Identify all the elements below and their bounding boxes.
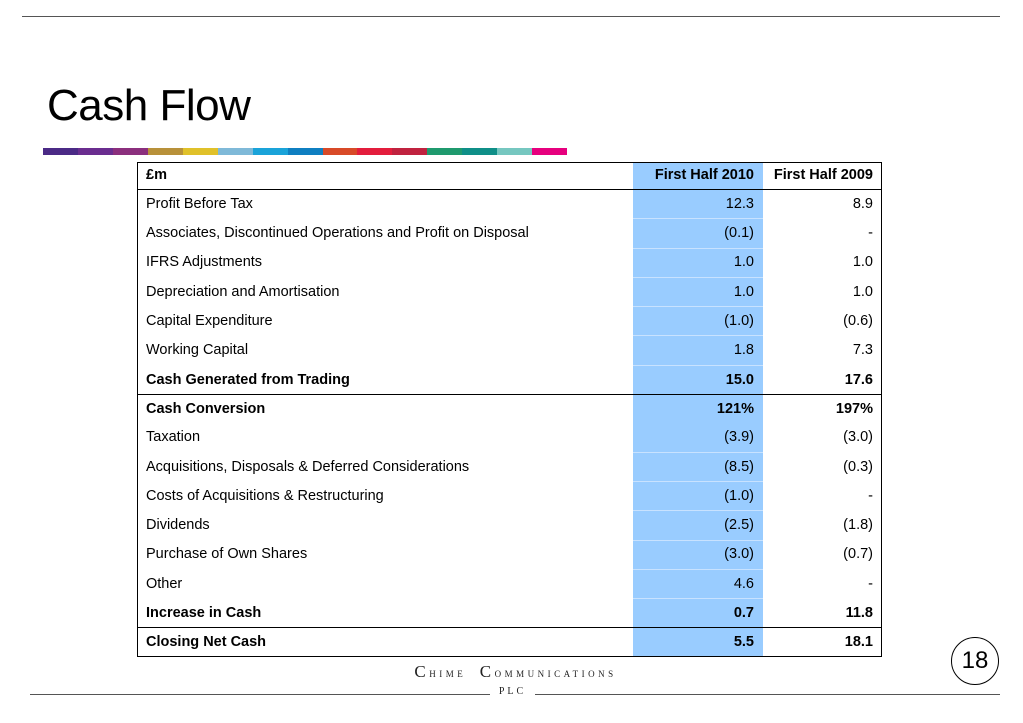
wordmark-text: hime: [429, 665, 467, 680]
row-label: Depreciation and Amortisation: [137, 277, 633, 308]
header-first-half-2010: First Half 2010: [633, 162, 763, 190]
color-stripe-segment: [77, 148, 113, 155]
row-label: Acquisitions, Disposals & Deferred Consi…: [137, 452, 633, 482]
color-stripe-segment: [252, 148, 288, 155]
color-stripe-segment: [287, 148, 323, 155]
footer-divider-right: [535, 694, 1000, 695]
wordmark-initial: C: [479, 662, 495, 681]
row-value-2009: (0.6): [763, 306, 882, 337]
table-row: Working Capital 1.8 7.3: [137, 335, 882, 366]
row-value-2010: (8.5): [633, 452, 763, 482]
row-value-2009: -: [763, 218, 882, 249]
header-first-half-2009: First Half 2009: [763, 162, 882, 190]
row-label: Associates, Discontinued Operations and …: [137, 218, 633, 249]
row-value-2009: 18.1: [763, 627, 882, 657]
header-currency-label: £m: [137, 162, 633, 190]
color-stripe-segment: [532, 148, 568, 155]
table-row: Purchase of Own Shares (3.0) (0.7): [137, 540, 882, 570]
color-stripe-segment: [357, 148, 393, 155]
row-label: Cash Conversion: [137, 394, 633, 424]
row-value-2010: (1.0): [633, 306, 763, 337]
row-value-2010: (2.5): [633, 510, 763, 541]
table-row: Depreciation and Amortisation 1.0 1.0: [137, 277, 882, 308]
row-label: Costs of Acquisitions & Restructuring: [137, 481, 633, 512]
row-value-2009: (0.3): [763, 452, 882, 482]
row-label: Dividends: [137, 510, 633, 541]
table-row: Profit Before Tax 12.3 8.9: [137, 189, 882, 220]
color-stripe-segment: [392, 148, 428, 155]
row-value-2010: (1.0): [633, 481, 763, 512]
table-row: Costs of Acquisitions & Restructuring (1…: [137, 481, 882, 512]
row-label: Other: [137, 569, 633, 600]
table-row: Acquisitions, Disposals & Deferred Consi…: [137, 452, 882, 482]
row-value-2010: 1.0: [633, 248, 763, 278]
wordmark-initial: C: [414, 662, 430, 681]
row-label: IFRS Adjustments: [137, 248, 633, 278]
row-value-2009: (3.0): [763, 423, 882, 453]
row-value-2010: 4.6: [633, 569, 763, 600]
row-value-2009: -: [763, 481, 882, 512]
color-stripe-segment: [322, 148, 358, 155]
table-row: Associates, Discontinued Operations and …: [137, 218, 882, 249]
color-stripe-segment: [427, 148, 463, 155]
table-row: Taxation (3.9) (3.0): [137, 423, 882, 453]
table-subtotal-row: Cash Generated from Trading 15.0 17.6: [137, 364, 882, 395]
table-total-row: Closing Net Cash 5.5 18.1: [137, 627, 882, 657]
row-value-2010: (3.9): [633, 423, 763, 453]
table-row: Dividends (2.5) (1.8): [137, 510, 882, 541]
row-value-2009: 8.9: [763, 189, 882, 220]
table-total-row: Increase in Cash 0.7 11.8: [137, 598, 882, 628]
row-label: Profit Before Tax: [137, 189, 633, 220]
footer-divider-left: [30, 694, 490, 695]
row-label: Working Capital: [137, 335, 633, 366]
row-value-2009: -: [763, 569, 882, 600]
row-value-2010: 12.3: [633, 189, 763, 220]
color-stripe-segment: [497, 148, 533, 155]
wordmark-text: ommunications: [494, 665, 617, 680]
row-value-2010: (0.1): [633, 218, 763, 249]
row-value-2009: (1.8): [763, 510, 882, 541]
row-label: Purchase of Own Shares: [137, 540, 633, 570]
color-stripe-segment: [217, 148, 253, 155]
row-value-2009: 1.0: [763, 248, 882, 278]
row-label: Taxation: [137, 423, 633, 453]
row-value-2010: 5.5: [633, 627, 763, 657]
cash-flow-table: £m First Half 2010 First Half 2009 Profi…: [137, 162, 882, 657]
row-value-2009: 11.8: [763, 598, 882, 628]
table-row: Other 4.6 -: [137, 569, 882, 600]
color-stripe-bar: [43, 148, 568, 155]
table-row: Capital Expenditure (1.0) (0.6): [137, 306, 882, 337]
row-label: Capital Expenditure: [137, 306, 633, 337]
row-value-2010: 0.7: [633, 598, 763, 628]
row-label: Closing Net Cash: [137, 627, 633, 657]
color-stripe-segment: [112, 148, 148, 155]
color-stripe-segment: [147, 148, 183, 155]
row-label: Cash Generated from Trading: [137, 364, 633, 395]
row-value-2010: 1.0: [633, 277, 763, 308]
slide-title: Cash Flow: [47, 81, 251, 130]
color-stripe-segment: [182, 148, 218, 155]
table-subtotal-row: Cash Conversion 121% 197%: [137, 394, 882, 424]
page-number-badge: 18: [951, 637, 999, 685]
row-value-2010: (3.0): [633, 540, 763, 570]
row-value-2010: 15.0: [633, 364, 763, 395]
company-wordmark: Chime Communications: [0, 662, 1023, 682]
row-value-2010: 1.8: [633, 335, 763, 366]
color-stripe-segment: [43, 148, 78, 155]
row-value-2009: 17.6: [763, 364, 882, 395]
row-value-2009: 7.3: [763, 335, 882, 366]
row-value-2010: 121%: [633, 394, 763, 424]
table-header-row: £m First Half 2010 First Half 2009: [137, 162, 882, 190]
top-divider: [22, 16, 1000, 17]
row-label: Increase in Cash: [137, 598, 633, 628]
wordmark-suffix: PLC: [498, 686, 527, 697]
color-stripe-segment: [462, 148, 498, 155]
row-value-2009: 197%: [763, 394, 882, 424]
row-value-2009: (0.7): [763, 540, 882, 570]
row-value-2009: 1.0: [763, 277, 882, 308]
table-row: IFRS Adjustments 1.0 1.0: [137, 248, 882, 278]
